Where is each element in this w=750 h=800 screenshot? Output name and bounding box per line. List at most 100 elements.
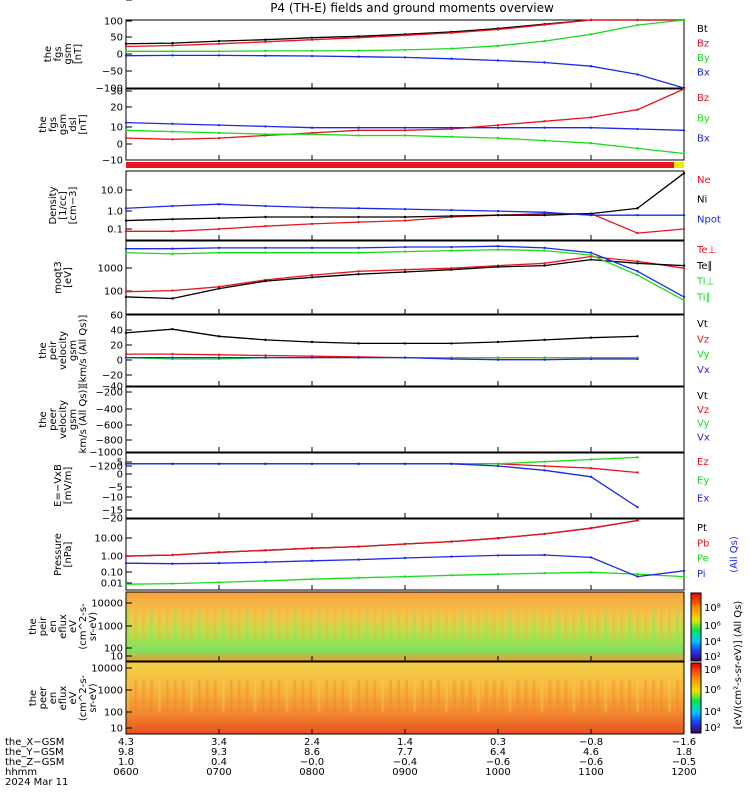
- legend-efield-0: Ez: [697, 457, 709, 468]
- data-point: [357, 251, 360, 254]
- spec-texture: [365, 609, 369, 641]
- data-point: [124, 230, 128, 233]
- y-tick-label: 10: [110, 724, 123, 735]
- spec-texture: [580, 680, 584, 713]
- data-point: [264, 549, 267, 552]
- data-point: [589, 336, 593, 339]
- ephemeris-value: −0.0: [300, 757, 324, 768]
- data-point: [124, 554, 128, 558]
- y-axis-label: peir: [48, 340, 59, 360]
- data-point: [217, 462, 221, 466]
- y-tick-label: −20: [102, 514, 123, 525]
- spec-texture: [484, 609, 488, 641]
- y-axis-label: Pressure: [53, 533, 64, 576]
- spec-texture: [468, 680, 472, 713]
- data-point: [589, 258, 593, 261]
- data-point: [636, 471, 639, 474]
- spec-texture: [405, 680, 408, 713]
- data-point: [403, 575, 407, 578]
- data-point: [357, 462, 360, 466]
- data-point: [171, 122, 174, 126]
- spec-texture: [189, 680, 193, 713]
- data-point: [496, 59, 500, 62]
- data-point: [589, 33, 593, 36]
- data-point: [403, 542, 407, 546]
- data-point: [171, 462, 174, 466]
- legend-fgs_gsm_dsl-2: Bx: [697, 134, 710, 145]
- data-point: [124, 295, 128, 299]
- data-point: [496, 248, 500, 251]
- ephemeris-value: 2.4: [304, 737, 320, 748]
- y-axis-label: gsm: [58, 114, 69, 135]
- y-axis-label: sr-eV): [88, 612, 99, 641]
- data-point: [543, 23, 546, 26]
- data-point: [682, 213, 686, 217]
- data-point: [357, 134, 360, 137]
- colorbar-tick: 10⁴: [704, 637, 721, 648]
- ephemeris-value: 1.0: [118, 757, 134, 768]
- data-point: [264, 579, 267, 583]
- data-point: [543, 264, 546, 267]
- pressure-sidenote: (All Qs): [729, 536, 740, 573]
- colorbar-tick: 10²: [704, 723, 721, 734]
- y-tick-label: 0: [117, 356, 123, 367]
- colorbar-label: [eV/(cm²-s-sr-eV)] (All Qs): [733, 601, 744, 730]
- data-point: [543, 211, 546, 214]
- ephemeris-value: 9.8: [118, 747, 134, 758]
- data-point: [217, 50, 221, 53]
- spec-texture: [492, 609, 496, 641]
- spec-texture: [317, 609, 321, 641]
- data-point: [450, 135, 453, 138]
- data-point: [682, 267, 686, 270]
- y-tick-label: −5: [108, 483, 123, 494]
- spec-texture: [460, 680, 464, 713]
- spec-texture: [333, 609, 337, 641]
- colorbar-tick: 10⁶: [704, 685, 721, 696]
- legend-density-1: Ni: [697, 195, 707, 206]
- data-point: [217, 287, 221, 290]
- data-point: [217, 54, 221, 57]
- data-point: [636, 260, 639, 263]
- data-point: [543, 246, 546, 250]
- data-point: [543, 213, 546, 217]
- y-tick-label: 5: [117, 458, 123, 469]
- data-point: [171, 356, 174, 359]
- data-point: [636, 273, 639, 277]
- y-tick-label: 0: [117, 470, 123, 481]
- y-axis-label: [nPa]: [63, 541, 74, 567]
- ephemeris-value: −1.6: [672, 737, 696, 748]
- colorbar-bottom: [690, 662, 702, 734]
- data-point: [403, 129, 407, 132]
- data-point: [496, 44, 500, 48]
- data-point: [636, 335, 639, 338]
- y-axis-label: (cm^2-s-: [78, 674, 89, 721]
- data-point: [217, 39, 221, 43]
- data-point: [217, 251, 221, 254]
- spec-texture: [564, 609, 568, 641]
- y-tick-label: −50: [102, 67, 123, 78]
- spec-texture: [253, 609, 257, 641]
- spec-texture: [460, 609, 464, 641]
- data-point: [682, 264, 686, 267]
- y-tick-label: 100: [104, 287, 123, 298]
- data-point: [543, 532, 546, 536]
- y-tick-label: −100: [96, 84, 123, 95]
- y-axis-label: the: [28, 618, 39, 634]
- y-axis-label: [nT]: [78, 114, 89, 134]
- y-tick-label: 1000: [98, 622, 123, 633]
- y-axis-label: the: [38, 342, 49, 358]
- data-point: [543, 464, 546, 468]
- y-axis-label: km/s (All Qs)]: [78, 386, 89, 454]
- y-tick-label: −25: [102, 0, 123, 3]
- data-point: [217, 131, 221, 135]
- data-point: [310, 276, 314, 279]
- data-point: [496, 245, 500, 248]
- ephemeris-value: 0700: [206, 767, 231, 778]
- data-point: [636, 572, 639, 576]
- data-point: [171, 44, 174, 47]
- data-point: [450, 249, 453, 252]
- data-point: [264, 215, 267, 219]
- colorbar-tick: 10²: [704, 652, 721, 663]
- data-point: [543, 126, 546, 129]
- data-point: [636, 456, 639, 459]
